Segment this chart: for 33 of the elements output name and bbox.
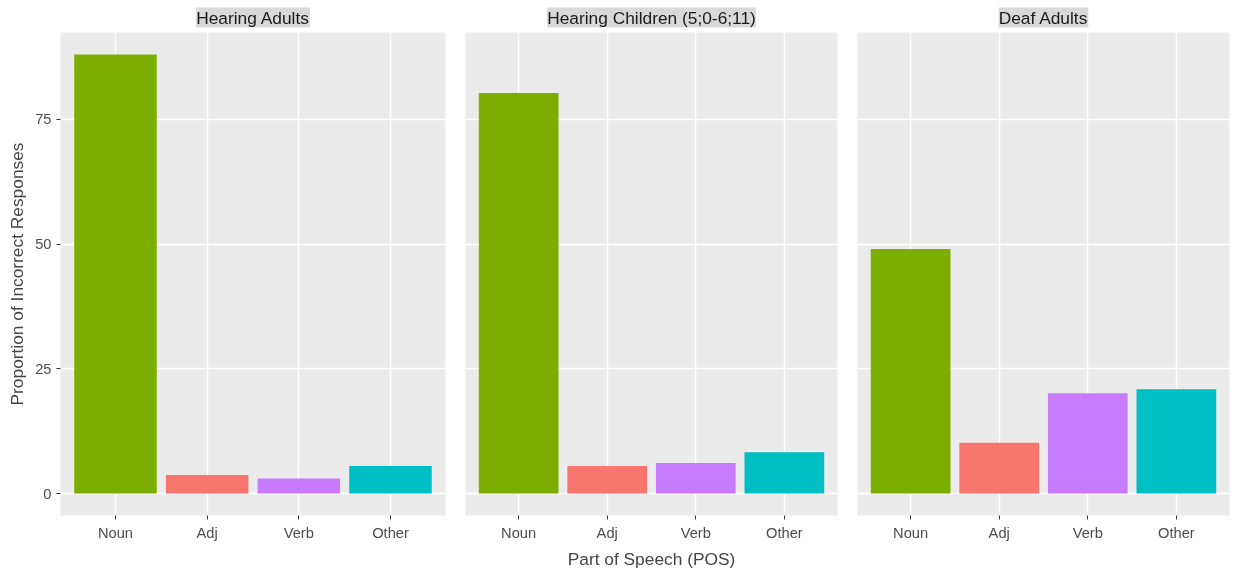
bar [74,54,157,494]
x-tick-label: Noun [893,524,929,541]
x-tick-label: Adj [988,524,1010,541]
chart-title: Hearing Adults [196,7,310,28]
bar [655,463,736,494]
chart-title: Deaf Adults [998,7,1088,28]
y-tick-label: 75 [35,111,52,128]
bar [870,249,951,494]
x-tick-label: Verb [1072,524,1103,541]
x-axis-title: Part of Speech (POS) [567,548,736,569]
bar [165,475,249,494]
y-axis-title: Proportion of Incorrect Responses [7,142,28,406]
bar [1136,389,1217,494]
x-tick-label: Adj [196,524,218,541]
y-tick-label: 50 [35,236,52,253]
x-tick-label: Noun [501,524,537,541]
bar [478,92,559,494]
x-tick-label: Verb [283,524,314,541]
x-tick-label: Noun [97,524,134,541]
x-tick-label: Other [766,524,803,541]
y-tick-label: 25 [35,360,52,377]
y-tick-label: 0 [43,485,52,502]
bar [959,442,1040,494]
bar [744,452,825,494]
bar [349,466,432,494]
x-tick-label: Verb [680,524,711,541]
bar [257,478,341,494]
x-tick-label: Other [372,524,409,541]
chart-title: Hearing Children (5;0-6;11) [547,7,756,28]
bar [1047,393,1128,494]
bar [567,466,648,494]
x-tick-label: Other [1158,524,1195,541]
x-tick-label: Adj [596,524,618,541]
